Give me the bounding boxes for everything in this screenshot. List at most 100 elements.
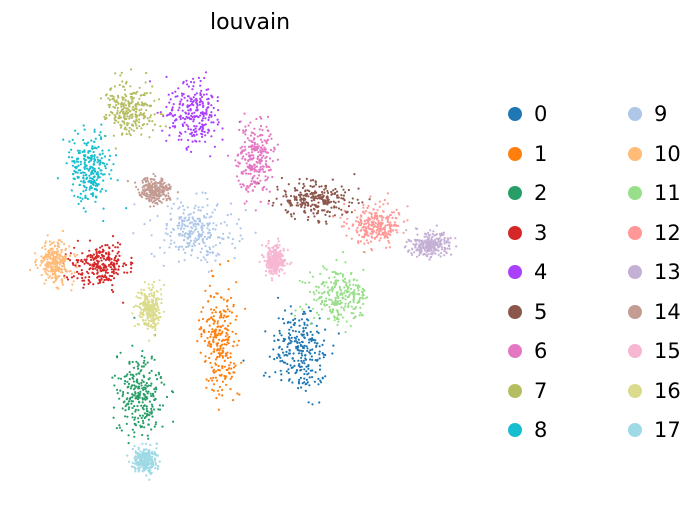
point-cluster-6 (268, 166, 271, 169)
point-cluster-10 (65, 257, 68, 261)
point-cluster-1 (226, 338, 229, 342)
point-cluster-11 (344, 261, 347, 264)
point-cluster-2 (142, 422, 145, 425)
point-cluster-3 (88, 239, 92, 242)
point-cluster-2 (128, 398, 131, 401)
point-cluster-7 (149, 91, 152, 95)
point-cluster-5 (317, 201, 320, 204)
point-cluster-9 (149, 219, 152, 222)
point-cluster-10 (73, 253, 76, 256)
point-cluster-0 (313, 341, 316, 344)
point-cluster-2 (145, 405, 148, 408)
point-cluster-16 (149, 313, 153, 316)
point-cluster-7 (103, 115, 106, 118)
point-cluster-8 (89, 165, 92, 168)
legend-marker (508, 225, 522, 240)
point-cluster-8 (93, 128, 96, 131)
point-cluster-12 (369, 232, 372, 235)
point-cluster-6 (240, 171, 243, 174)
point-cluster-12 (377, 219, 380, 223)
point-cluster-1 (219, 325, 223, 329)
legend-label: 17 (654, 418, 681, 442)
point-cluster-8 (103, 162, 106, 165)
point-cluster-10 (61, 265, 64, 268)
point-cluster-11 (323, 303, 326, 306)
point-cluster-9 (219, 222, 223, 225)
point-cluster-14 (141, 181, 144, 184)
point-cluster-8 (93, 140, 96, 143)
point-cluster-8 (95, 182, 98, 185)
point-cluster-7 (148, 136, 151, 139)
point-cluster-4 (179, 114, 182, 117)
point-cluster-3 (85, 270, 89, 273)
point-cluster-11 (334, 299, 337, 302)
point-cluster-10 (75, 266, 78, 269)
point-cluster-7 (118, 111, 122, 114)
point-cluster-15 (276, 268, 279, 271)
point-cluster-6 (249, 134, 253, 137)
point-cluster-4 (168, 101, 171, 104)
point-cluster-15 (264, 274, 267, 277)
point-cluster-14 (169, 198, 172, 201)
point-cluster-12 (377, 225, 380, 228)
point-cluster-10 (55, 286, 58, 289)
point-cluster-7 (128, 126, 131, 129)
point-cluster-11 (305, 303, 308, 306)
point-cluster-11 (339, 272, 342, 275)
point-cluster-11 (325, 297, 328, 300)
point-cluster-4 (195, 92, 198, 95)
point-cluster-11 (333, 319, 336, 322)
point-cluster-2 (171, 390, 174, 393)
point-cluster-4 (205, 108, 208, 111)
point-cluster-3 (91, 271, 94, 274)
point-cluster-5 (318, 196, 322, 199)
point-cluster-1 (214, 362, 217, 365)
point-cluster-7 (122, 85, 125, 88)
point-cluster-0 (304, 326, 307, 330)
point-cluster-10 (49, 261, 53, 264)
point-cluster-9 (239, 227, 242, 230)
point-cluster-0 (331, 352, 334, 355)
point-cluster-2 (122, 390, 125, 394)
point-cluster-12 (376, 217, 379, 220)
point-cluster-3 (92, 265, 95, 268)
point-cluster-14 (139, 193, 142, 196)
point-cluster-16 (154, 327, 157, 330)
point-cluster-0 (280, 379, 283, 382)
point-cluster-2 (147, 423, 150, 426)
point-cluster-7 (108, 114, 111, 117)
point-cluster-7 (132, 120, 135, 123)
point-cluster-13 (417, 249, 420, 252)
point-cluster-1 (221, 380, 224, 383)
point-cluster-7 (136, 90, 139, 93)
point-cluster-9 (215, 224, 218, 227)
point-cluster-11 (340, 301, 343, 304)
point-cluster-3 (77, 272, 80, 275)
point-cluster-0 (289, 321, 292, 324)
point-cluster-1 (233, 371, 236, 374)
point-cluster-11 (322, 281, 325, 284)
point-cluster-1 (223, 319, 226, 323)
point-cluster-2 (154, 374, 157, 377)
point-cluster-6 (253, 145, 256, 148)
point-cluster-4 (174, 125, 177, 128)
point-cluster-0 (289, 339, 292, 342)
point-cluster-8 (92, 175, 95, 179)
point-cluster-12 (370, 235, 373, 238)
point-cluster-8 (116, 179, 119, 182)
point-cluster-6 (261, 168, 264, 171)
point-cluster-13 (407, 250, 410, 253)
point-cluster-0 (307, 367, 310, 370)
point-cluster-4 (202, 93, 205, 96)
point-cluster-15 (276, 258, 280, 261)
point-cluster-11 (339, 299, 342, 302)
point-cluster-8 (94, 195, 97, 198)
point-cluster-6 (243, 158, 247, 161)
point-cluster-12 (388, 246, 391, 249)
point-cluster-0 (293, 336, 296, 339)
point-cluster-7 (118, 114, 121, 117)
point-cluster-0 (320, 381, 323, 384)
point-cluster-11 (358, 285, 361, 288)
point-cluster-1 (219, 344, 222, 347)
point-cluster-2 (116, 388, 119, 391)
